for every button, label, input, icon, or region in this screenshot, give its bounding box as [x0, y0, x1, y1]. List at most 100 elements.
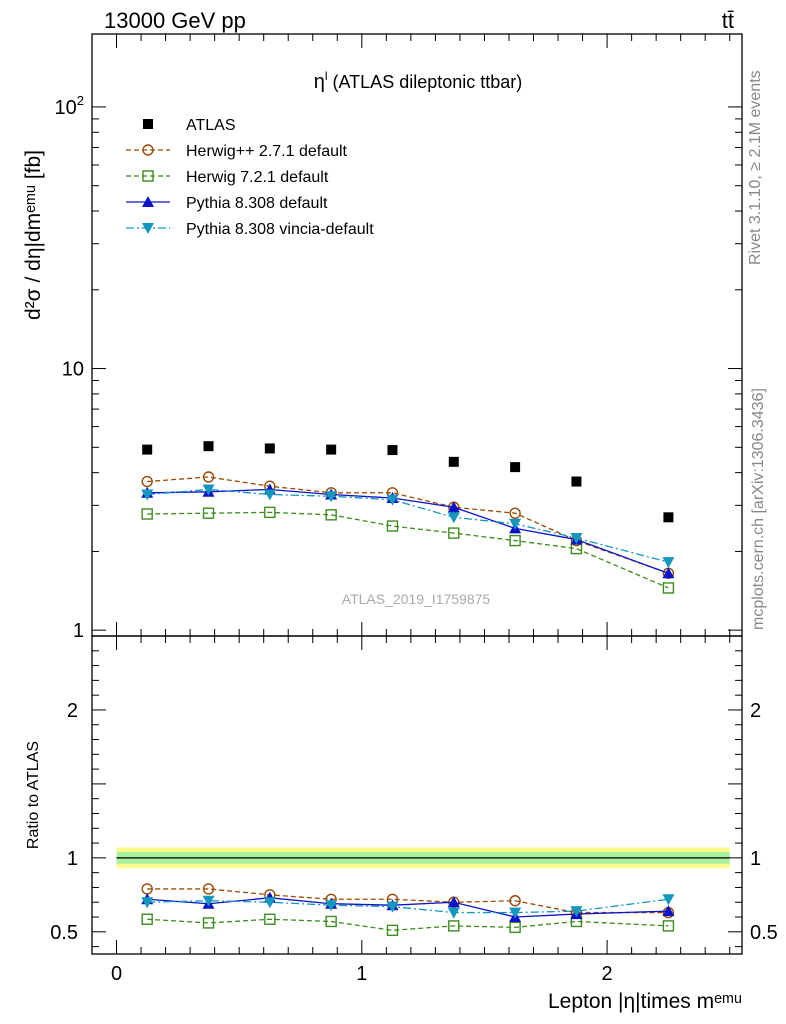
- ratio-data-point: [386, 901, 399, 913]
- legend-marker: [142, 196, 154, 207]
- main-data-point: [325, 509, 337, 521]
- axis-ticks: 1 10 102 0 1 2 0.5 0.5 1 1 2 2: [50, 34, 778, 985]
- main-data-point: [326, 444, 337, 455]
- main-ytick-label: 1: [73, 620, 84, 642]
- main-data-point: [386, 520, 399, 532]
- main-data-point: [202, 471, 215, 483]
- ratio-data-point: [662, 905, 675, 917]
- main-series-line: [147, 476, 669, 574]
- legend-item: Herwig++ 2.7.1 default: [126, 143, 348, 160]
- main-data-point: [663, 512, 674, 523]
- ratio-series-line: [147, 918, 669, 931]
- title-eta: η: [314, 71, 325, 93]
- ratio-ytick-label-right: 2: [750, 700, 761, 722]
- ratio-data-point: [141, 913, 153, 925]
- legend-marker: [142, 170, 154, 182]
- ratio-ytick-label: 1: [67, 848, 78, 870]
- main-series-4: [141, 484, 675, 569]
- main-data-point: [386, 494, 399, 506]
- main-data-point: [142, 444, 153, 455]
- legend-label: Pythia 8.308 default: [186, 195, 328, 212]
- main-data-point: [325, 491, 338, 503]
- main-data-point: [509, 518, 522, 530]
- main-data-point: [571, 476, 582, 487]
- legend-label: Pythia 8.308 vincia-default: [186, 221, 374, 238]
- main-data-point: [263, 489, 276, 501]
- main-series-1: [141, 471, 675, 579]
- legend-marker: [142, 223, 154, 234]
- ratio-data-point: [202, 895, 215, 907]
- ratio-series-line: [147, 888, 669, 914]
- main-data-point: [448, 456, 459, 467]
- ratio-ytick-label: 2: [67, 700, 78, 722]
- legend-marker: [142, 144, 154, 156]
- ratio-data-point: [263, 897, 276, 909]
- ratio-data-point: [141, 897, 154, 909]
- main-series-line: [147, 488, 669, 574]
- main-title: ηl (ATLAS dileptonic ttbar): [314, 69, 523, 93]
- main-data-point: [662, 582, 675, 594]
- ratio-bands: [116, 847, 730, 869]
- energy-label: 13000 GeV pp: [104, 8, 246, 33]
- main-data-point: [264, 443, 275, 454]
- main-data-point: [141, 475, 153, 488]
- main-series-2: [141, 506, 675, 594]
- ratio-data-point: [570, 906, 583, 918]
- main-data-point: [662, 567, 675, 579]
- mcplots-label: mcplots.cern.ch [arXiv:1306.3436]: [750, 388, 767, 630]
- main-data-point: [662, 557, 675, 569]
- ratio-series-3: [141, 894, 675, 919]
- ratio-xlabel: Lepton |η|times mᵉᵐᵘ: [548, 990, 742, 1013]
- series-layer: [141, 441, 675, 937]
- legend-item: Herwig 7.2.1 default: [126, 169, 329, 186]
- main-ylabel: d²σ / dη|dmᵉᵐᵘ [fb]: [22, 150, 45, 320]
- ratio-ylabel: Ratio to ATLAS: [25, 741, 42, 849]
- main-data-point: [447, 501, 460, 513]
- legend-marker: [143, 119, 153, 129]
- main-data-point: [448, 527, 460, 539]
- legend-label: ATLAS: [186, 117, 236, 134]
- ratio-data-point: [509, 907, 522, 919]
- main-data-point: [141, 508, 153, 520]
- legend: ATLAS Herwig++ 2.7.1 default Herwig 7.2.1 …: [126, 117, 374, 238]
- ratio-data-point: [447, 907, 460, 919]
- ratio-series-line: [147, 897, 669, 918]
- ratio-series-line: [147, 898, 669, 914]
- ratio-data-point: [202, 883, 215, 895]
- main-data-point: [387, 445, 398, 456]
- ratio-data-point: [448, 920, 460, 932]
- analysis-watermark: ATLAS_2019_I1759875: [342, 591, 491, 607]
- ratio-data-point: [447, 896, 460, 908]
- ratio-panel-frame: [91, 635, 743, 955]
- main-ytick-label: 102: [55, 93, 84, 119]
- legend-item: ATLAS: [143, 117, 236, 134]
- main-data-point: [203, 441, 214, 452]
- legend-item: Pythia 8.308 default: [126, 195, 328, 212]
- ratio-data-point: [386, 924, 399, 937]
- main-data-point: [202, 507, 215, 519]
- main-data-point: [510, 462, 521, 473]
- ratio-ytick-label-right: 1: [750, 848, 761, 870]
- ratio-data-point: [264, 913, 276, 925]
- process-label: tt̄: [722, 8, 734, 33]
- main-data-point: [570, 533, 583, 545]
- main-series-0: [142, 441, 674, 523]
- ratio-series-2: [141, 891, 675, 923]
- rivet-label: Rivet 3.1.10, ≥ 2.1M events: [747, 70, 764, 265]
- main-data-point: [202, 484, 215, 496]
- main-data-point: [509, 534, 521, 547]
- main-data-point: [447, 512, 460, 524]
- ratio-data-point: [509, 921, 521, 934]
- legend-label: Herwig++ 2.7.1 default: [186, 143, 348, 160]
- ratio-data-point: [662, 920, 675, 932]
- legend-item: Pythia 8.308 vincia-default: [126, 221, 374, 238]
- title-sup: l: [325, 69, 328, 83]
- ratio-data-point: [509, 895, 521, 907]
- ratio-data-point: [202, 917, 215, 929]
- main-series-3: [141, 483, 675, 579]
- main-data-point: [264, 506, 276, 519]
- ratio-data-point: [325, 915, 337, 928]
- ratio-data-point: [325, 900, 338, 912]
- ratio-data-point: [662, 894, 675, 906]
